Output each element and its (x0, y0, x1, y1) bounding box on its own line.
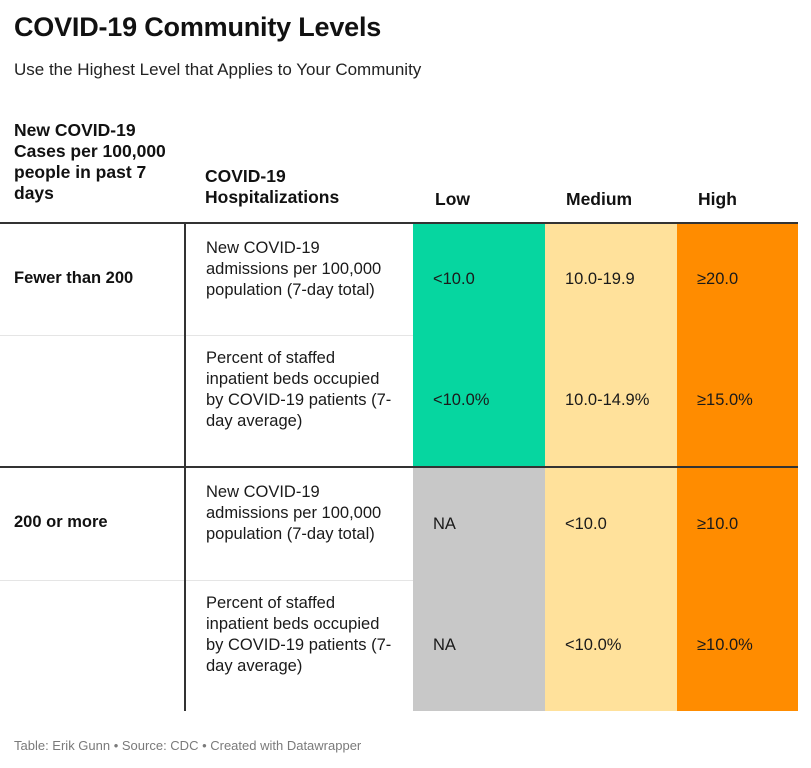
cases-label: Fewer than 200 (14, 268, 134, 287)
hospitalization-metric: New COVID-19 admissions per 100,000 popu… (206, 238, 382, 299)
level-cell-high: ≥10.0% (677, 580, 798, 711)
chart-title: COVID-19 Community Levels (14, 12, 382, 42)
group-divider (0, 466, 798, 468)
level-cell-medium: <10.0% (545, 580, 677, 711)
level-cell-low: <10.0% (413, 335, 545, 466)
column-header-hospitalizations: COVID-19 Hospitalizations (205, 166, 340, 207)
column-header-cases: New COVID-19 Cases per 100,000 people in… (14, 120, 166, 203)
column-divider-top (184, 224, 186, 466)
level-cell-high: ≥20.0 (677, 224, 798, 335)
level-cell-low: <10.0 (413, 224, 545, 335)
level-cell-medium: 10.0-14.9% (545, 335, 677, 466)
cases-label: 200 or more (14, 513, 108, 531)
chart-subtitle: Use the Highest Level that Applies to Yo… (14, 60, 422, 79)
hospitalization-metric: Percent of staffed inpatient beds occupi… (206, 594, 392, 675)
column-header-low: Low (435, 189, 470, 209)
row-divider (186, 335, 413, 336)
level-cell-low: NA (413, 468, 545, 580)
column-header-high: High (698, 189, 737, 209)
level-cell-low: NA (413, 580, 545, 711)
hospitalization-metric: New COVID-19 admissions per 100,000 popu… (206, 483, 382, 543)
level-cell-medium: <10.0 (545, 468, 677, 580)
source-footer: Table: Erik Gunn • Source: CDC • Created… (14, 738, 362, 753)
column-divider-bottom (184, 468, 186, 711)
column-header-medium: Medium (566, 189, 633, 209)
level-cell-medium: 10.0-19.9 (545, 224, 677, 335)
level-cell-high: ≥10.0 (677, 468, 798, 580)
level-cell-high: ≥15.0% (677, 335, 798, 466)
hospitalization-metric: Percent of staffed inpatient beds occupi… (206, 349, 392, 430)
row-divider (0, 335, 186, 336)
header-divider (0, 222, 798, 224)
row-divider (186, 580, 413, 581)
row-divider (0, 580, 186, 581)
